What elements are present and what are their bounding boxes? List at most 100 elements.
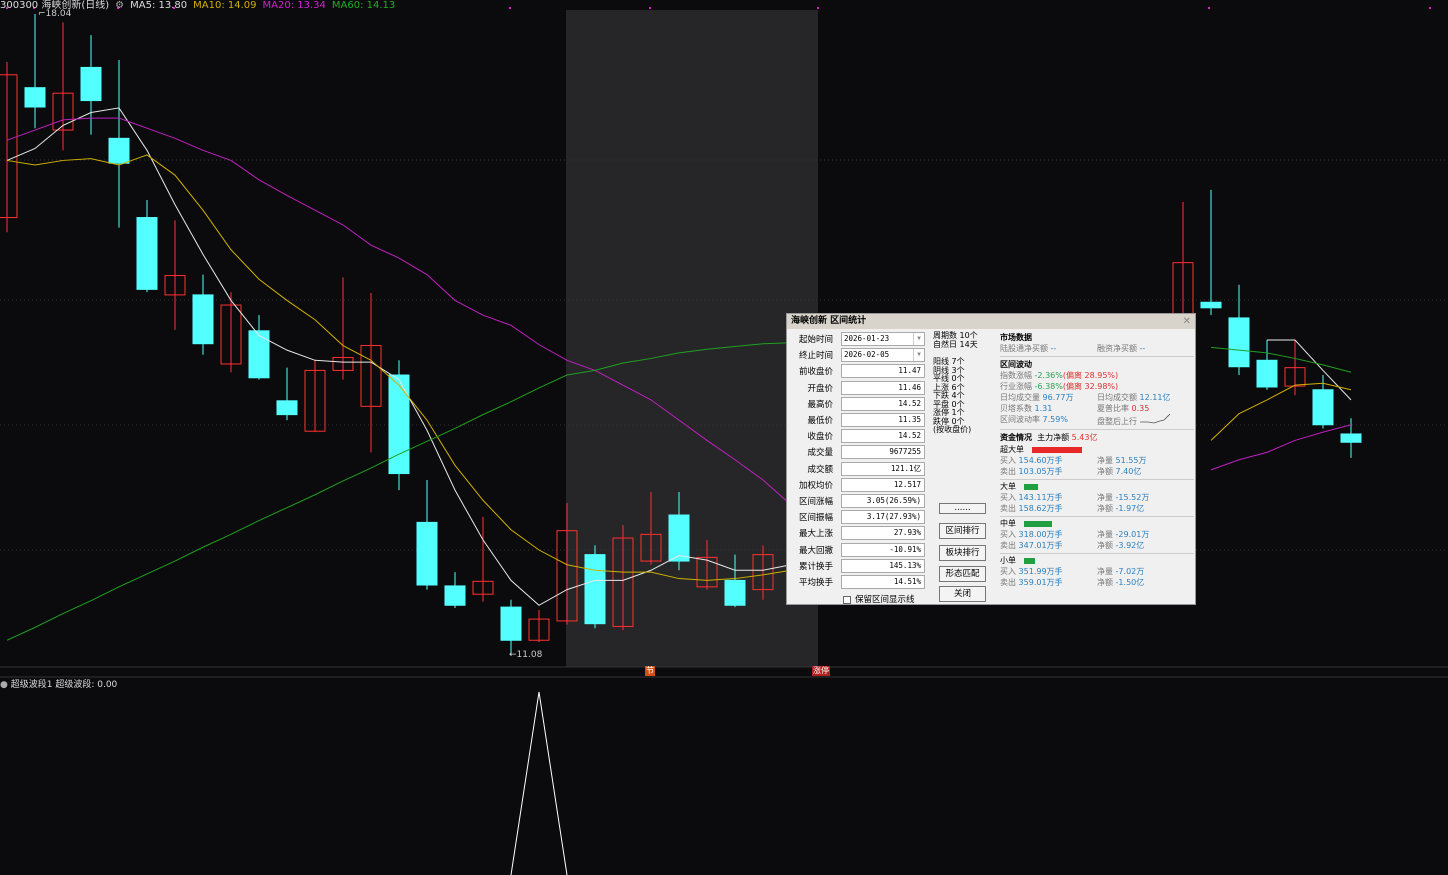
candle-body <box>556 530 578 622</box>
candle-body <box>304 369 326 432</box>
candle-body <box>1340 433 1362 443</box>
ma60-line <box>1210 346 1352 373</box>
gear-icon[interactable]: ⚙ <box>115 0 125 11</box>
candle-body <box>612 537 634 627</box>
field-value: 3.05(26.59%) <box>841 494 925 508</box>
button-0[interactable]: ...... <box>939 503 986 514</box>
field-label: 成交量 <box>807 448 833 459</box>
stock-title: 300300 海峡创新(日线) <box>0 0 110 11</box>
high-annotation: ⌐18.04 <box>38 9 72 19</box>
range-stats-dialog: 海峡创新 区间统计 ✕ 起始时间 2026-01-23 ▼ 终止时间 2026-02-05… <box>786 313 1196 605</box>
field-label: 最大回撤 <box>798 545 833 556</box>
candle-body <box>136 217 158 290</box>
date-select[interactable]: 2026-02-05 ▼ <box>841 348 925 363</box>
field-row: 加权均价 12.517 <box>787 477 937 492</box>
field-label: 起始时间 <box>798 335 833 345</box>
field-label: 区间振幅 <box>798 513 833 524</box>
stat-line: 跌停 0个 <box>933 416 965 426</box>
period-marker <box>817 7 819 9</box>
marker-festival[interactable]: 节 <box>645 666 655 676</box>
chart-header: 300300 海峡创新(日线) ⚙ MA5: 13.80 MA10: 14.09 MA2… <box>0 0 401 11</box>
dialog-title: 海峡创新 区间统计 ✕ <box>787 314 1195 329</box>
period-marker <box>117 7 119 9</box>
ma10-line <box>1210 382 1352 441</box>
fund-bar <box>1024 483 1038 490</box>
candle-body <box>1284 367 1306 387</box>
candle-body <box>696 556 718 588</box>
indicator-label: ● 超级波段1 超级波段: 0.00 <box>0 680 118 690</box>
button-4[interactable]: 关闭 <box>939 586 986 602</box>
ma5-line <box>6 107 792 606</box>
candle-body <box>164 275 186 296</box>
close-icon[interactable]: ✕ <box>1182 316 1191 327</box>
field-row: 区间涨幅 3.05(26.59%) <box>787 494 937 508</box>
button-3[interactable]: 形态匹配 <box>939 566 986 582</box>
candle-body <box>724 579 746 606</box>
stat-line: 平盘 0个 <box>933 399 965 409</box>
ma20-line <box>6 117 792 506</box>
date-select[interactable]: 2026-01-23 ▼ <box>841 332 925 346</box>
candle-body <box>528 618 550 641</box>
field-label: 最高价 <box>807 399 833 410</box>
candle-body <box>416 521 438 586</box>
funds-section: 资金情况 主力净额 5.43亿 超大单 买入 154.60万手 净量 51.55万卖… <box>1000 430 1194 590</box>
period-marker <box>33 7 35 9</box>
candle-body <box>332 357 354 371</box>
chevron-down-icon[interactable]: ▼ <box>913 349 924 362</box>
field-value: 11.46 <box>841 380 925 395</box>
button-1[interactable]: 区间排行 <box>939 523 986 539</box>
field-label: 区间涨幅 <box>798 497 833 507</box>
stat-line: 上涨 6个 <box>933 382 965 392</box>
field-value: 14.51% <box>841 575 925 589</box>
candle-body <box>52 92 74 131</box>
field-value: 27.93% <box>841 526 925 541</box>
ma60-line <box>6 342 792 641</box>
ma5-label: MA5: 13.80 <box>130 0 188 11</box>
candle-stats: 阳线 7个 阴线 3个 平线 0个 上涨 6个 下跌 4个 平盘 0个 涨停 1个 跌停 0个… <box>933 357 971 435</box>
field-value: 121.1亿 <box>841 461 925 476</box>
ma60-label: MA60: 14.13 <box>331 0 396 11</box>
ma20-label: MA20: 13.34 <box>262 0 326 11</box>
candle-body <box>1228 317 1250 368</box>
stat-line: 阳线 7个 <box>933 357 965 366</box>
field-row: 最大上涨 27.93% <box>787 526 937 541</box>
candle-body <box>640 533 662 562</box>
keep-range-lines-checkbox[interactable]: 保留区间显示线 <box>843 593 915 605</box>
stat-line: 阴线 3个 <box>933 365 965 375</box>
chevron-down-icon[interactable]: ▼ <box>913 333 924 345</box>
candle-body <box>248 330 270 379</box>
marker-limit-up[interactable]: 涨停 <box>812 666 830 676</box>
field-label: 最大上涨 <box>798 529 833 540</box>
ma5-line <box>1267 339 1352 401</box>
ma10-line <box>6 154 792 581</box>
field-row: 成交量 9677255 <box>787 445 937 460</box>
field-row: 终止时间 2026-02-05 ▼ <box>787 348 937 363</box>
candle-body <box>0 74 18 219</box>
fund-group: 大单 买入 143.11万手 净量 -15.52万 卖出 158.62万手 净额 -1.… <box>1000 480 1194 517</box>
fund-bar <box>1032 446 1082 453</box>
button-2[interactable]: 板块排行 <box>939 545 986 561</box>
fund-group: 小单 买入 351.99万手 净量 -7.02万 卖出 359.01万手 净额 -1.5… <box>1000 556 1145 587</box>
stat-line: 平线 0个 <box>933 374 965 383</box>
candle-body <box>388 374 410 475</box>
fund-bar <box>1024 557 1035 564</box>
ma10-label: MA10: 14.09 <box>193 0 257 11</box>
candle-body <box>360 345 382 407</box>
field-row: 前收盘价 11.47 <box>787 364 937 379</box>
stat-line: 涨停 1个 <box>933 408 965 417</box>
candle-body <box>220 304 242 365</box>
right-panel: 市场数据 陆股通净买额 -- 融资净买额 -- 区间波动 指数涨幅 -2.36%(… <box>1000 330 1194 590</box>
field-label: 加权均价 <box>798 480 833 491</box>
fund-bar <box>1024 520 1052 527</box>
field-row: 平均换手 14.51% <box>787 575 937 589</box>
candle-body <box>472 580 494 595</box>
field-value: 145.13% <box>841 558 925 573</box>
field-row: 最高价 14.52 <box>787 396 937 411</box>
volatility-section: 区间波动 指数涨幅 -2.36%(偏离 28.95%) 行业涨幅 -6.38%(… <box>1000 357 1194 430</box>
field-label: 收盘价 <box>807 432 833 443</box>
field-row: 起始时间 2026-01-23 ▼ <box>787 332 937 346</box>
period-stats: 周期数 10个 自然日 14天 <box>933 331 978 349</box>
field-row: 开盘价 11.46 <box>787 380 937 395</box>
candle-body <box>24 87 46 108</box>
